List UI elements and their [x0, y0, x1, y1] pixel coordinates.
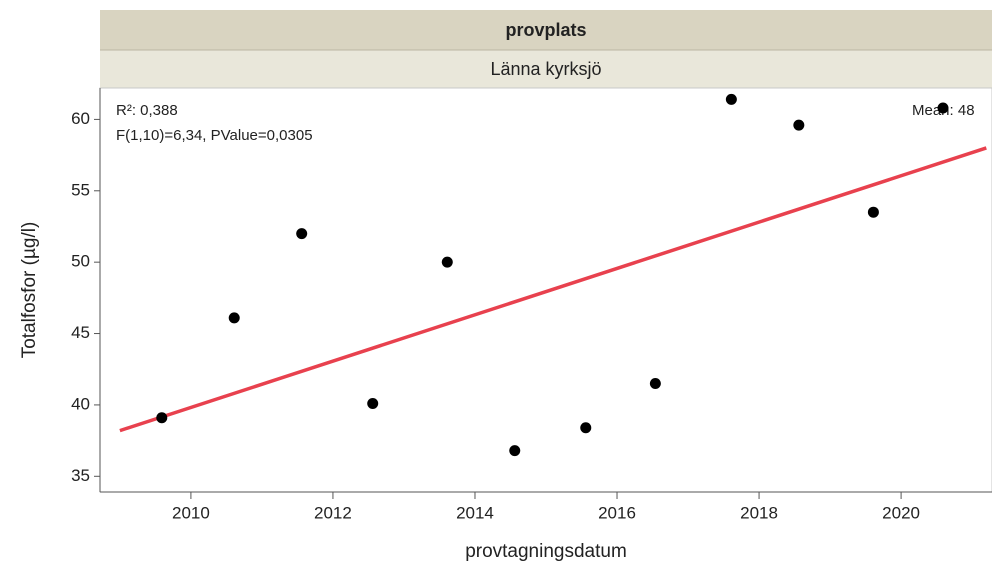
data-point — [228, 312, 240, 324]
header-band — [100, 10, 992, 50]
y-tick-label: 50 — [71, 252, 90, 271]
data-point — [649, 378, 661, 390]
group-header: provplats — [505, 20, 586, 40]
y-tick-label: 55 — [71, 180, 90, 199]
data-point — [580, 422, 592, 434]
x-tick-label: 2020 — [882, 503, 920, 522]
data-point — [509, 445, 521, 457]
annotation: F(1,10)=6,34, PValue=0,0305 — [116, 127, 313, 144]
data-point — [867, 206, 879, 218]
subheader-band — [100, 50, 992, 88]
y-tick-label: 60 — [71, 109, 90, 128]
data-point — [296, 228, 308, 240]
y-tick-label: 45 — [71, 323, 90, 342]
annotation: R²: 0,388 — [116, 102, 178, 119]
y-tick-label: 35 — [71, 466, 90, 485]
x-tick-label: 2014 — [456, 503, 494, 522]
x-tick-label: 2018 — [740, 503, 778, 522]
group-label: Länna kyrksjö — [490, 59, 601, 79]
data-point — [937, 102, 949, 114]
y-axis-title: Totalfosfor (µg/l) — [19, 222, 40, 359]
data-point — [367, 397, 379, 409]
x-axis-title: provtagningsdatum — [465, 541, 627, 562]
x-tick-label: 2010 — [172, 503, 210, 522]
fit-line — [119, 146, 987, 433]
data-point — [156, 412, 168, 424]
x-tick-label: 2016 — [598, 503, 636, 522]
x-tick-label: 2012 — [314, 503, 352, 522]
y-tick-label: 40 — [71, 394, 90, 413]
data-point — [793, 119, 805, 131]
data-point — [441, 256, 453, 268]
data-point — [725, 93, 737, 105]
